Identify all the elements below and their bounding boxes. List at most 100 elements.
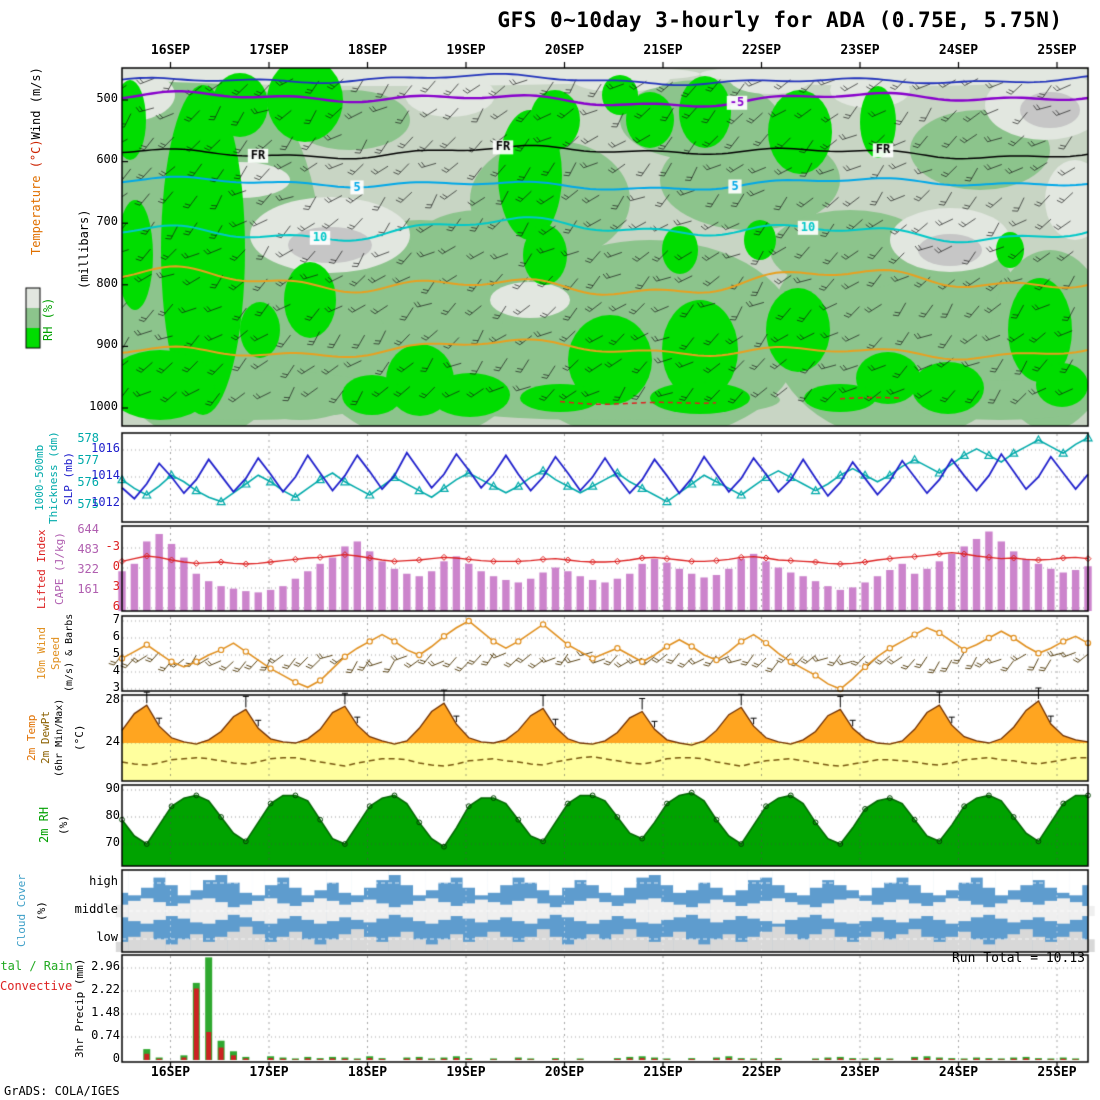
- date-label-top: 25SEP: [1037, 43, 1077, 58]
- date-label-top: 19SEP: [446, 43, 486, 58]
- axis-tick-label: 24: [105, 734, 120, 748]
- axis-tick-label: 800: [96, 276, 118, 290]
- date-label-bottom: 23SEP: [840, 1065, 880, 1080]
- axis-label-span: (°C): [29, 139, 43, 169]
- axis-tick-label: 3: [112, 680, 120, 694]
- axis-tick-label: 483: [77, 542, 99, 556]
- axis-label-vertical: Temperature (°C)Wind (m/s): [29, 56, 43, 266]
- axis-label-span: (6hr Min/Max): [54, 698, 65, 778]
- date-label-top: 16SEP: [150, 43, 191, 58]
- axis-label-vertical: 2m RH: [37, 784, 51, 866]
- axis-tick-label: 322: [77, 562, 99, 576]
- axis-label-span: Convective: [0, 979, 73, 993]
- date-label-top: 17SEP: [249, 43, 289, 58]
- axis-label-span: (%): [57, 815, 70, 835]
- axis-label-vertical: (6hr Min/Max): [54, 694, 65, 782]
- axis-label-vertical: SLP (mb): [62, 444, 75, 514]
- axis-label-vertical: 3hr Precip (mm): [73, 954, 86, 1062]
- date-label-top: 22SEP: [741, 43, 782, 58]
- axis-label-vertical: Cloud Cover: [15, 869, 28, 953]
- axis-tick-label: 28: [105, 692, 120, 706]
- axis-label-span: Lifted Index: [35, 529, 48, 609]
- axis-tick-label: -3: [105, 539, 120, 553]
- date-label-bottom: 24SEP: [938, 1065, 979, 1080]
- date-label-top: 24SEP: [938, 43, 979, 58]
- axis-label-vertical: 2m Temp: [25, 694, 38, 782]
- axis-tick-label: 576: [77, 475, 99, 489]
- axis-label-span: Total / Rain: [0, 959, 73, 973]
- axis-label-vertical: 2m DewPt: [39, 694, 52, 782]
- axis-label-span: CAPE (J/kg): [53, 532, 66, 606]
- axis-tick-label: 2.96: [91, 959, 120, 973]
- axis-tick-label: 4: [112, 663, 120, 677]
- axis-label-vertical: 10m Wind: [35, 615, 48, 692]
- axis-label-vertical: (%): [35, 874, 48, 948]
- axis-label-span: Wind (m/s): [29, 67, 43, 140]
- date-label-top: 18SEP: [347, 43, 388, 58]
- axis-label-span: Temperature: [29, 168, 43, 255]
- axis-label-span: 2m DewPt: [39, 711, 52, 765]
- axis-tick-label: 900: [96, 337, 118, 351]
- date-label-bottom: 16SEP: [150, 1065, 191, 1080]
- axis-tick-label: 1012: [91, 495, 120, 509]
- axis-tick-label: 600: [96, 152, 118, 166]
- axis-tick-label: 644: [77, 522, 99, 536]
- axis-tick-label: 1016: [91, 441, 120, 455]
- axis-label-span: (millibars): [77, 209, 91, 289]
- axis-label-vertical: Speed: [49, 615, 62, 692]
- date-label-bottom: 25SEP: [1037, 1065, 1077, 1080]
- axis-tick-label: 500: [96, 91, 118, 105]
- axis-label-span: (°C): [73, 724, 86, 752]
- axis-label-span: 2m Temp: [25, 714, 38, 762]
- grads-credit: GrADS: COLA/IGES: [4, 1084, 120, 1098]
- axis-tick-label: 7: [112, 612, 120, 626]
- axis-tick-label: 578: [77, 431, 99, 445]
- axis-label-span: (m/s) & Barbs: [64, 613, 75, 692]
- axis-tick-label: middle: [74, 902, 118, 916]
- axis-tick-label: 3: [112, 579, 120, 593]
- date-label-bottom: 22SEP: [741, 1065, 782, 1080]
- axis-label-horizontal: Convective: [0, 979, 73, 993]
- axis-label-span: 1000-500mb: [33, 444, 46, 512]
- axis-label-vertical: (m/s) & Barbs: [64, 613, 75, 692]
- axis-label-vertical: (millibars): [77, 190, 91, 308]
- axis-label-span: SLP (mb): [62, 452, 75, 506]
- axis-tick-label: 577: [77, 453, 99, 467]
- axis-tick-label: 0.74: [91, 1028, 120, 1042]
- axis-label-vertical: RH (%): [41, 288, 55, 350]
- date-label-bottom: 21SEP: [643, 1065, 683, 1080]
- axis-label-horizontal: Total / Rain: [0, 959, 73, 973]
- axis-tick-label: 6: [112, 629, 120, 643]
- axis-tick-label: 0: [112, 559, 120, 573]
- date-label-bottom: 17SEP: [249, 1065, 289, 1080]
- axis-tick-label: 5: [112, 646, 120, 660]
- axis-label-vertical: 1000-500mb: [33, 432, 46, 524]
- axis-tick-label: 1014: [91, 468, 120, 482]
- axis-tick-label: low: [96, 930, 118, 944]
- axis-label-span: RH (%): [41, 297, 55, 341]
- axis-tick-label: high: [89, 874, 118, 888]
- axis-label-span: 3hr Precip (mm): [73, 958, 86, 1058]
- axis-tick-label: 161: [77, 582, 99, 596]
- axis-tick-label: 1000: [89, 399, 118, 413]
- axis-label-vertical: (°C): [73, 698, 86, 778]
- axis-tick-label: 2.22: [91, 982, 120, 996]
- axis-label-span: 2m RH: [37, 806, 51, 844]
- run-total-label: Run Total = 10.13: [951, 951, 1085, 966]
- axis-tick-label: 1.48: [91, 1005, 120, 1019]
- date-label-bottom: 18SEP: [347, 1065, 388, 1080]
- axis-label-span: Thickness (dm): [47, 431, 60, 524]
- axis-label-span: 10m Wind: [35, 627, 48, 680]
- axis-label-vertical: (%): [57, 788, 70, 862]
- axis-tick-label: 6: [112, 599, 120, 613]
- axis-label-span: Cloud Cover: [15, 874, 28, 948]
- axis-label-vertical: Thickness (dm): [47, 431, 60, 524]
- axis-label-span: (%): [35, 901, 48, 921]
- axis-tick-label: 700: [96, 214, 118, 228]
- date-label-top: 23SEP: [840, 43, 880, 58]
- axis-label-span: Speed: [49, 636, 62, 671]
- axis-label-vertical: CAPE (J/kg): [53, 526, 66, 612]
- axis-tick-label: 0: [112, 1051, 120, 1065]
